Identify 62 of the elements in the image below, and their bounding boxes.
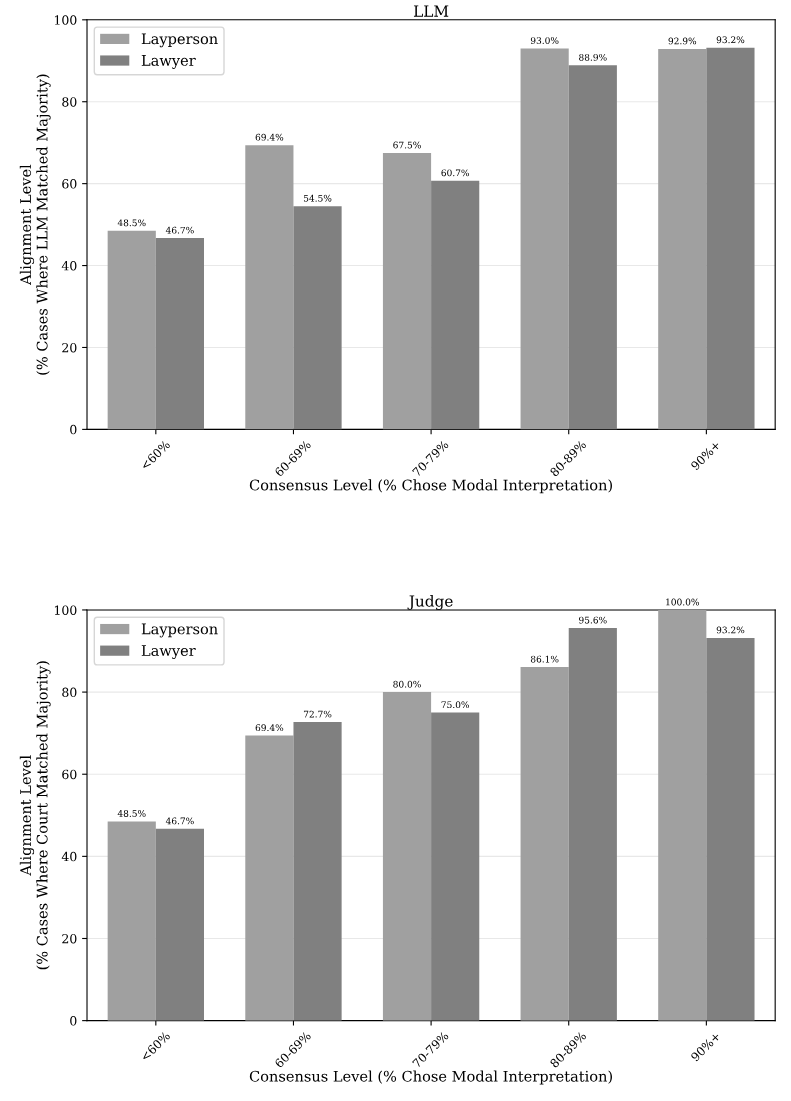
bar	[382, 692, 432, 1021]
x-axis-title: Consensus Level (% Chose Modal Interpretation)	[249, 1070, 612, 1085]
bar	[245, 735, 294, 1021]
bar	[520, 667, 569, 1021]
legend-label: Layperson	[141, 33, 218, 48]
data-label: 54.5%	[303, 194, 332, 202]
bar	[382, 152, 432, 430]
bar	[155, 828, 204, 1021]
data-label: 72.7%	[303, 710, 332, 718]
y-tick-label: 80	[62, 687, 77, 698]
data-label: 48.5%	[117, 810, 146, 817]
bar	[706, 47, 755, 430]
bar	[658, 609, 707, 1021]
data-label: 86.1%	[530, 655, 559, 663]
data-label: 80.0%	[393, 680, 421, 688]
legend-label: Layperson	[141, 623, 218, 638]
data-label: 46.7%	[165, 226, 194, 234]
y-tick-label: 100	[54, 15, 77, 25]
bar	[568, 65, 617, 430]
y-tick-label: 60	[62, 769, 77, 780]
bar	[520, 48, 569, 430]
data-label: 67.5%	[393, 141, 421, 149]
bar	[293, 722, 342, 1021]
y-axis-title: Alignment Level (% Cases Where Court Matched Majority)	[19, 661, 51, 970]
y-tick-label: 20	[62, 933, 77, 944]
data-label: 69.4%	[255, 724, 284, 732]
legend-label: Lawyer	[141, 55, 196, 69]
bar	[107, 230, 156, 430]
bar	[293, 206, 342, 430]
y-tick-label: 20	[62, 342, 77, 353]
y-tick-label: 40	[61, 261, 77, 271]
data-label: 75.0%	[441, 701, 470, 709]
bar	[431, 180, 480, 430]
data-label: 93.0%	[530, 37, 559, 44]
bar	[706, 637, 755, 1021]
data-label: 100.0%	[666, 598, 699, 606]
data-label: 93.2%	[716, 626, 745, 634]
data-label: 60.7%	[441, 169, 470, 177]
chart-title: LLM	[413, 5, 449, 17]
bar	[658, 48, 707, 430]
bar	[568, 628, 617, 1021]
bar	[245, 145, 294, 430]
data-label: 48.5%	[117, 219, 146, 227]
y-tick-label: 80	[62, 97, 77, 107]
y-axis-title: Alignment Level (% Cases Where LLM Matched Majority)	[19, 74, 51, 375]
legend-label: Lawyer	[141, 645, 196, 660]
chart-title: Judge	[407, 594, 453, 610]
y-tick-label: 60	[62, 179, 77, 189]
data-label: 95.6%	[579, 616, 607, 624]
bar	[107, 821, 156, 1021]
data-label: 93.2%	[716, 36, 745, 44]
data-label: 88.9%	[579, 53, 607, 61]
data-label: 92.9%	[668, 37, 697, 45]
y-tick-label: 100	[54, 605, 77, 615]
data-label: 46.7%	[165, 817, 194, 825]
bar	[431, 712, 480, 1021]
x-axis-title: Consensus Level (% Chose Modal Interpretation)	[249, 479, 612, 494]
data-label: 69.4%	[255, 133, 284, 141]
y-tick-label: 0	[70, 424, 77, 435]
y-tick-label: 0	[70, 1016, 77, 1026]
bar	[155, 238, 204, 430]
y-tick-label: 40	[61, 851, 77, 862]
